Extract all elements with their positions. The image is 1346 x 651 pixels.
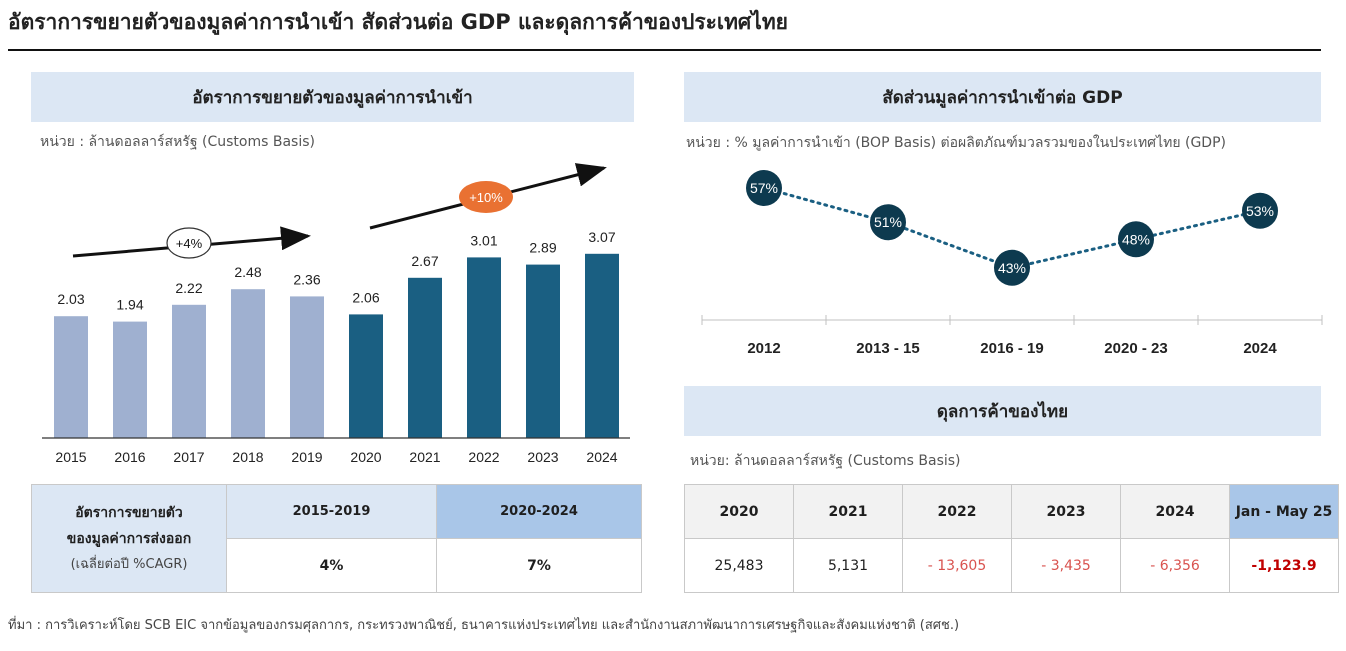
x-tick-label-2015: 2015 (55, 449, 86, 465)
trade-value-2024: - 6,356 (1120, 538, 1230, 593)
bar-value-label-2022: 3.01 (470, 232, 497, 248)
bar-value-label-2018: 2.48 (234, 264, 261, 280)
trade-balance-table: 2020 2021 2022 2023 2024 Jan - May 25 25… (684, 484, 1339, 593)
x-tick-label-2019: 2019 (291, 449, 322, 465)
trade-balance-header: ดุลการค้าของไทย (684, 386, 1321, 436)
cagr-table: อัตราการขยายตัว ของมูลค่าการส่งออก (เฉลี… (31, 484, 642, 593)
cagr-value-2015-2019: 4% (226, 538, 437, 593)
gdp-x-tick-label-1: 2013 - 15 (856, 340, 919, 357)
x-tick-label-2023: 2023 (527, 449, 558, 465)
gdp-x-tick-label-2: 2016 - 19 (980, 340, 1043, 357)
title-divider (8, 49, 1321, 51)
cagr-row-label-line3: (เฉลี่ยต่อปี %CAGR) (70, 556, 188, 572)
growth-badge-4pct-label: +4% (176, 236, 203, 251)
cagr-row-label-line1: อัตราการขยายตัว (75, 504, 183, 521)
x-tick-label-2024: 2024 (586, 449, 617, 465)
trade-header-2021: 2021 (793, 484, 903, 539)
bar-value-label-2015: 2.03 (57, 291, 84, 307)
gdp-share-label-3: 48% (1122, 231, 1150, 247)
bar-2018 (231, 289, 265, 438)
gdp-x-tick-label-0: 2012 (747, 340, 780, 357)
x-tick-label-2018: 2018 (232, 449, 263, 465)
x-tick-label-2016: 2016 (114, 449, 145, 465)
gdp-x-tick-label-3: 2020 - 23 (1104, 340, 1167, 357)
trade-header-jan-may-25: Jan - May 25 (1229, 484, 1339, 539)
bar-value-label-2017: 2.22 (175, 280, 202, 296)
gdp-x-tick-label-4: 2024 (1243, 340, 1277, 357)
gdp-share-point-0 (746, 170, 782, 206)
trade-header-2022: 2022 (902, 484, 1012, 539)
gdp-share-point-4 (1242, 192, 1278, 229)
trade-header-2024: 2024 (1120, 484, 1230, 539)
bar-2016 (113, 321, 147, 438)
gdp-share-label-0: 57% (750, 180, 778, 196)
growth-badge-10pct-label: +10% (469, 190, 503, 205)
import-gdp-header: สัดส่วนมูลค่าการนำเข้าต่อ GDP (684, 72, 1321, 122)
bar-2015 (54, 316, 88, 438)
trade-header-2020: 2020 (684, 484, 794, 539)
gdp-share-point-1 (870, 204, 906, 241)
gdp-share-point-2 (994, 249, 1030, 286)
bar-value-label-2023: 2.89 (529, 240, 556, 256)
gdp-share-point-3 (1118, 221, 1154, 258)
cagr-row-label-line2: ของมูลค่าการส่งออก (66, 530, 192, 547)
trade-value-2023: - 3,435 (1011, 538, 1121, 593)
bar-2020 (349, 314, 383, 438)
gdp-share-label-1: 51% (874, 214, 902, 230)
bar-2021 (408, 277, 442, 438)
trade-value-jan-may-25: -1,123.9 (1229, 538, 1339, 593)
import-growth-unit: หน่วย : ล้านดอลลาร์สหรัฐ (Customs Basis) (40, 134, 315, 150)
bar-value-label-2019: 2.36 (293, 271, 320, 287)
trade-header-2023: 2023 (1011, 484, 1121, 539)
x-tick-label-2021: 2021 (409, 449, 440, 465)
import-growth-bar-chart: 2.03 2015 1.94 2016 2.22 2017 2.48 2018 2.36 2019… (42, 163, 630, 465)
cagr-header-2015-2019: 2015-2019 (226, 484, 437, 539)
page-title: อัตราการขยายตัวของมูลค่าการนำเข้า สัดส่ว… (8, 10, 788, 34)
growth-badge-10pct (459, 181, 513, 213)
bar-value-label-2024: 3.07 (588, 229, 615, 245)
source-note: ที่มา : การวิเคราะห์โดย SCB EIC จากข้อมู… (8, 618, 960, 633)
growth-badge-4pct (166, 227, 212, 259)
trade-balance-unit: หน่วย: ล้านดอลลาร์สหรัฐ (Customs Basis) (690, 453, 961, 469)
bar-value-label-2016: 1.94 (116, 297, 143, 313)
import-gdp-unit: หน่วย : % มูลค่าการนำเข้า (BOP Basis) ต่… (686, 135, 1226, 151)
bar-2019 (290, 296, 324, 438)
bar-2017 (172, 304, 206, 438)
gdp-share-label-2: 43% (998, 260, 1026, 276)
trade-value-2021: 5,131 (793, 538, 903, 593)
bar-2022 (467, 257, 501, 438)
trade-value-2022: - 13,605 (902, 538, 1012, 593)
x-tick-label-2017: 2017 (173, 449, 204, 465)
gdp-share-label-4: 53% (1246, 203, 1274, 219)
trade-value-2020: 25,483 (684, 538, 794, 593)
cagr-header-2020-2024: 2020-2024 (436, 484, 642, 539)
bar-value-label-2020: 2.06 (352, 289, 379, 305)
x-tick-label-2020: 2020 (350, 449, 381, 465)
bar-value-label-2021: 2.67 (411, 253, 438, 269)
import-growth-header: อัตราการขยายตัวของมูลค่าการนำเข้า (31, 72, 634, 122)
cagr-row-label: อัตราการขยายตัว ของมูลค่าการส่งออก (เฉลี… (31, 484, 227, 593)
cagr-value-2020-2024: 7% (436, 538, 642, 593)
bar-2024 (585, 253, 619, 438)
x-tick-label-2022: 2022 (468, 449, 499, 465)
bar-2023 (526, 264, 560, 438)
import-gdp-line-chart: 57% 2012 51% 2013 - 15 43% 2016 - 19 48% 2020 -… (701, 170, 1323, 357)
